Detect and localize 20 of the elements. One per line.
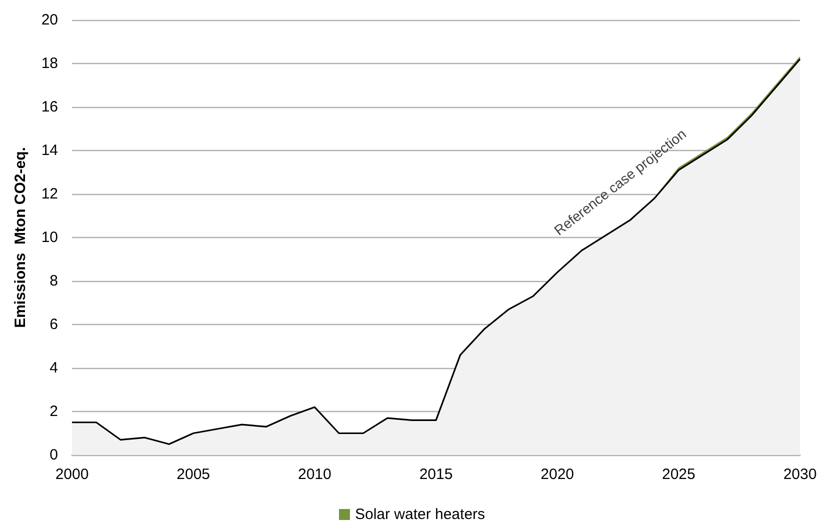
x-tick-label: 2030 xyxy=(783,466,817,483)
y-axis-title: Emissions Mton CO2-eq. xyxy=(12,147,29,328)
x-tick-label: 2015 xyxy=(419,466,453,483)
y-tick-label: 14 xyxy=(41,142,58,159)
y-tick-label: 12 xyxy=(41,186,58,202)
y-tick-label: 20 xyxy=(41,12,58,28)
x-tick-label: 2005 xyxy=(176,466,210,483)
y-tick-label: 16 xyxy=(41,98,58,116)
y-tick-label: 18 xyxy=(41,55,58,72)
y-tick-label: 4 xyxy=(50,360,58,376)
x-tick-label: 2025 xyxy=(662,466,696,483)
x-tick-label: 2020 xyxy=(540,466,574,483)
legend-label: Solar water heaters xyxy=(354,506,486,523)
y-tick-label: 0 xyxy=(50,446,58,464)
y-tick-label: 8 xyxy=(50,272,58,290)
x-tick-label: 2000 xyxy=(55,466,89,483)
y-tick-label: 2 xyxy=(50,403,58,420)
y-tick-label: 10 xyxy=(41,229,58,246)
y-tick-label: 6 xyxy=(50,316,58,333)
x-tick-label: 2010 xyxy=(298,466,332,483)
